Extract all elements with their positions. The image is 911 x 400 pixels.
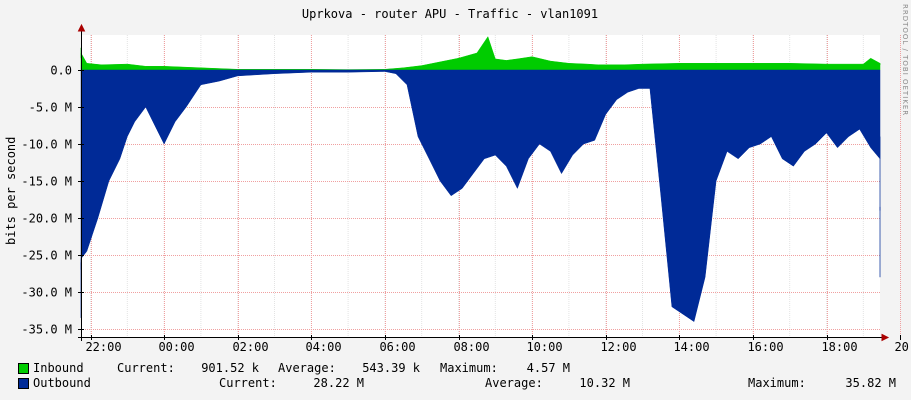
y-tick-label: -10.0 M bbox=[21, 138, 72, 152]
x-tick-label: 16:00 bbox=[747, 340, 783, 354]
x-tick-label: 00:00 bbox=[158, 340, 194, 354]
y-tick-label: 0.0 bbox=[50, 64, 72, 78]
series-area-inbound bbox=[80, 36, 881, 71]
legend-inbound-maximum-label: Maximum: bbox=[440, 361, 498, 375]
legend-swatch-outbound bbox=[18, 378, 29, 389]
x-tick-label: 04:00 bbox=[305, 340, 341, 354]
x-tick-label: 20:00 bbox=[894, 340, 911, 354]
y-axis-arrow bbox=[77, 23, 86, 32]
legend-outbound-current: 28.22 M bbox=[313, 376, 364, 390]
legend-outbound-average: 10.32 M bbox=[579, 376, 630, 390]
legend-inbound-average-label: Average: bbox=[278, 361, 336, 375]
x-axis-arrow bbox=[881, 333, 890, 342]
x-tick-label: 02:00 bbox=[232, 340, 268, 354]
tick-labels: 0.0 -5.0 M -10.0 M -15.0 M -20.0 M -25.0 M -30… bbox=[21, 64, 911, 355]
y-tick-label: -20.0 M bbox=[21, 212, 72, 226]
vendor-watermark: RRDTOOL / TOBI OETIKER bbox=[901, 4, 909, 117]
y-tick-label: -15.0 M bbox=[21, 175, 72, 189]
series-areas bbox=[80, 36, 881, 323]
legend-outbound-name: Outbound bbox=[33, 376, 91, 390]
x-tick-label: 08:00 bbox=[453, 340, 489, 354]
legend-outbound-current-label: Current: bbox=[219, 376, 277, 390]
y-tick-label: -30.0 M bbox=[21, 286, 72, 300]
chart-title: Uprkova - router APU - Traffic - vlan109… bbox=[301, 7, 599, 21]
legend-outbound-maximum-label: Maximum: bbox=[748, 376, 806, 390]
legend-outbound-maximum: 35.82 M bbox=[845, 376, 896, 390]
legend-inbound-name: Inbound bbox=[33, 361, 84, 375]
x-tick-label: 10:00 bbox=[526, 340, 562, 354]
y-tick-label: -35.0 M bbox=[21, 323, 72, 337]
x-tick-label: 06:00 bbox=[379, 340, 415, 354]
legend-inbound-current-label: Current: bbox=[117, 361, 175, 375]
legend-inbound-maximum: 4.57 M bbox=[526, 361, 570, 375]
y-tick-label: -5.0 M bbox=[29, 101, 72, 115]
y-tick-label: -25.0 M bbox=[21, 249, 72, 263]
series-area-outbound bbox=[80, 69, 881, 323]
x-tick-label: 22:00 bbox=[85, 340, 121, 354]
x-tick-label: 12:00 bbox=[600, 340, 636, 354]
legend-inbound-current: 901.52 k bbox=[201, 361, 259, 375]
x-tick-label: 14:00 bbox=[673, 340, 709, 354]
legend-inbound-average: 543.39 k bbox=[362, 361, 420, 375]
axes bbox=[77, 23, 901, 342]
x-tick-label: 18:00 bbox=[821, 340, 857, 354]
legend-outbound-average-label: Average: bbox=[485, 376, 543, 390]
legend-swatch-inbound bbox=[18, 363, 29, 374]
